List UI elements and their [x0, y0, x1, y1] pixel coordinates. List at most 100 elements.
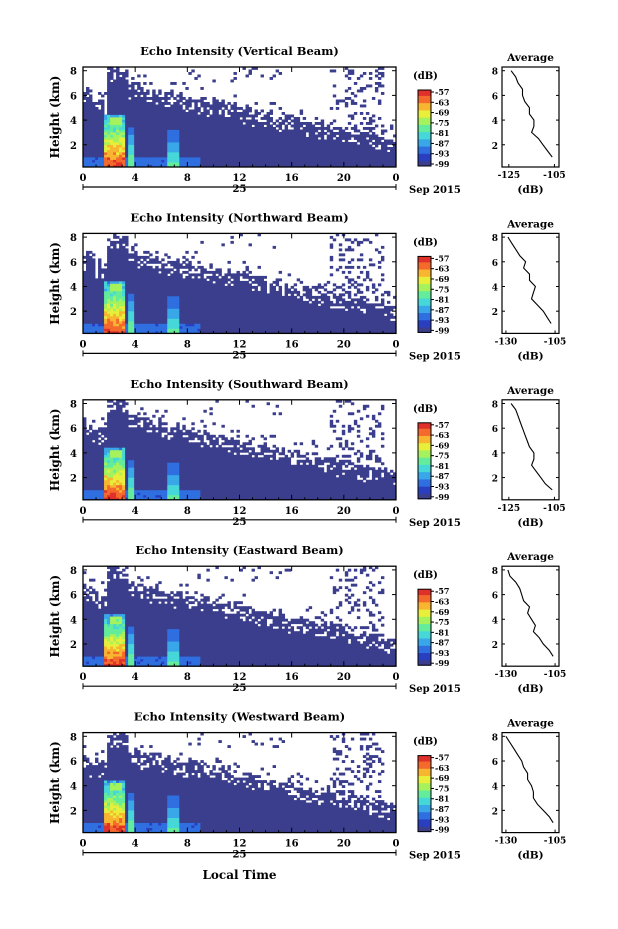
heatmap-cell: [119, 260, 123, 264]
heatmap-cell: [125, 102, 129, 105]
heatmap-cell: [272, 132, 277, 135]
heatmap-cell: [197, 310, 201, 314]
x-axis: 0 4 8 12 16 20 025 Sep 2015: [80, 67, 461, 196]
heatmap-cell: [113, 323, 117, 327]
heatmap-cell: [131, 263, 135, 267]
heatmap-cell: [374, 295, 379, 299]
heatmap-cell: [92, 152, 96, 155]
heatmap-cell: [110, 243, 114, 247]
heatmap-cell: [263, 144, 267, 148]
heatmap-cell: [386, 152, 391, 155]
heatmap-cell: [293, 164, 298, 168]
heatmap-cell: [122, 255, 126, 259]
heatmap-cell: [125, 253, 129, 257]
heatmap-cell: [155, 318, 159, 322]
heatmap-cell: [365, 288, 370, 292]
heatmap-cell: [86, 260, 90, 264]
heatmap-cell: [227, 323, 231, 327]
heatmap-cell: [302, 313, 307, 317]
heatmap-cell: [116, 67, 120, 70]
heatmap-cell: [137, 258, 141, 262]
heatmap-cell: [305, 320, 310, 324]
heatmap-cell: [194, 313, 198, 317]
heatmap-cell: [191, 69, 195, 73]
heatmap-cell: [101, 127, 105, 130]
heatmap-cell: [128, 263, 132, 267]
heatmap-cell: [344, 74, 349, 78]
heatmap-cell: [125, 127, 129, 130]
heatmap-cell: [326, 142, 331, 145]
heatmap-cell: [146, 250, 150, 254]
heatmap-cell: [341, 323, 346, 327]
heatmap-cell: [101, 129, 105, 133]
heatmap-cell: [122, 94, 126, 98]
heatmap-cell: [209, 119, 213, 123]
heatmap-cell: [89, 250, 93, 254]
heatmap-cell: [224, 154, 228, 158]
heatmap-cell: [194, 107, 198, 110]
heatmap-cell: [290, 147, 295, 150]
heatmap-cell: [365, 127, 370, 130]
heatmap-cell: [245, 137, 249, 140]
heatmap-cell: [119, 240, 123, 244]
heatmap-cell: [368, 147, 373, 150]
heatmap-cell: [278, 142, 283, 145]
heatmap-cell: [122, 114, 126, 118]
heatmap-cell: [326, 308, 331, 312]
heatmap-cell: [134, 310, 138, 314]
colorbar-swatch: [418, 97, 431, 100]
heatmap-cell: [200, 313, 204, 317]
heatmap-cell: [227, 290, 231, 294]
heatmap-cell: [290, 325, 295, 329]
heatmap-cell: [251, 313, 255, 317]
heatmap-cell: [212, 99, 216, 103]
heatmap-cell: [167, 278, 171, 282]
heatmap-cell: [125, 280, 129, 284]
heatmap-cell: [350, 320, 355, 324]
heatmap-cell: [281, 308, 286, 312]
heatmap-cell: [269, 310, 274, 314]
heatmap-cell: [347, 323, 352, 327]
heatmap-cell: [209, 144, 213, 148]
heatmap-cell: [92, 308, 96, 312]
heatmap-cell: [182, 142, 186, 145]
heatmap-cell: [203, 328, 207, 332]
heatmap-cell: [287, 315, 292, 319]
heatmap-cell: [125, 147, 129, 150]
heatmap-cell: [290, 310, 295, 314]
heatmap-cell: [248, 119, 252, 123]
heatmap-cell: [161, 137, 165, 140]
heatmap-cell: [269, 117, 274, 120]
heatmap-cell: [110, 295, 114, 299]
heatmap-cell: [209, 330, 213, 334]
heatmap-cell: [83, 134, 87, 138]
heatmap-cell: [89, 147, 93, 150]
heatmap-cell: [365, 298, 370, 302]
heatmap-cell: [182, 149, 186, 153]
heatmap-cell: [215, 154, 219, 158]
heatmap-cell: [227, 285, 231, 289]
heatmap-cell: [365, 308, 370, 312]
heatmap-cell: [320, 129, 325, 133]
heatmap-cell: [344, 275, 349, 279]
heatmap-cell: [83, 270, 87, 274]
heatmap-cell: [371, 137, 376, 140]
heatmap-cell: [158, 152, 162, 155]
heatmap-cell: [296, 325, 301, 329]
heatmap-cell: [86, 288, 90, 292]
heatmap-cell: [383, 129, 388, 133]
heatmap-cell: [104, 278, 108, 282]
heatmap-cell: [254, 129, 258, 133]
heatmap-cell: [218, 147, 222, 150]
heatmap-cell: [140, 157, 144, 160]
heatmap-cell: [83, 107, 87, 110]
heatmap-cell: [383, 159, 388, 163]
heatmap-cell: [170, 280, 174, 284]
heatmap-cell: [83, 117, 87, 120]
heatmap-cell: [356, 315, 361, 319]
heatmap-cell: [107, 285, 111, 289]
heatmap-cell: [278, 313, 283, 317]
heatmap-cell: [278, 318, 283, 322]
heatmap-cell: [377, 328, 382, 332]
heatmap-cell: [182, 300, 186, 304]
